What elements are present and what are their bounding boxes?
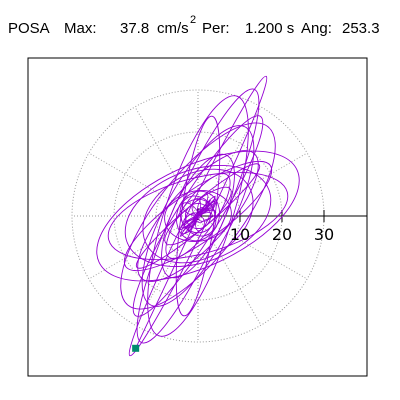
grid-spoke-120 bbox=[134, 106, 199, 217]
angle-value: 253.3 bbox=[342, 20, 380, 37]
trace-loop bbox=[135, 163, 261, 269]
period-label: Per: bbox=[202, 20, 230, 37]
trace-core bbox=[179, 193, 217, 237]
period-value: 1.200 s bbox=[245, 20, 295, 37]
peak-marker bbox=[132, 344, 140, 352]
plot-header: POSA Max: 37.8 cm/s 2 Per: 1.200 s Ang: … bbox=[8, 14, 398, 42]
trace-loop bbox=[142, 168, 254, 264]
trace-loop bbox=[141, 125, 255, 307]
tick-label-10: 10 bbox=[230, 225, 250, 244]
trace-loop bbox=[164, 190, 232, 242]
plot-frame bbox=[27, 57, 368, 377]
trace-loop bbox=[120, 122, 276, 310]
peak-marker-layer bbox=[132, 344, 140, 352]
trace-loop bbox=[124, 165, 272, 267]
tick-label-20: 20 bbox=[272, 225, 292, 244]
motion-trace bbox=[96, 75, 300, 357]
trace-loop bbox=[128, 75, 268, 357]
angle-label: Ang: bbox=[301, 20, 332, 37]
grid-spoke-150 bbox=[88, 152, 199, 217]
trace-loop bbox=[123, 160, 273, 272]
trace-loop bbox=[147, 95, 249, 337]
trace-loop bbox=[107, 171, 289, 261]
tick-label-30: 30 bbox=[314, 225, 334, 244]
peak-trace-segment bbox=[135, 215, 199, 349]
max-unit: cm/s bbox=[157, 20, 189, 37]
station-title: POSA bbox=[8, 20, 50, 37]
trace-loop bbox=[96, 150, 300, 282]
max-label: Max: bbox=[64, 20, 97, 37]
tick-labels: 10 20 30 bbox=[230, 225, 334, 244]
max-unit-superscript: 2 bbox=[190, 14, 197, 26]
max-value: 37.8 bbox=[120, 20, 150, 37]
